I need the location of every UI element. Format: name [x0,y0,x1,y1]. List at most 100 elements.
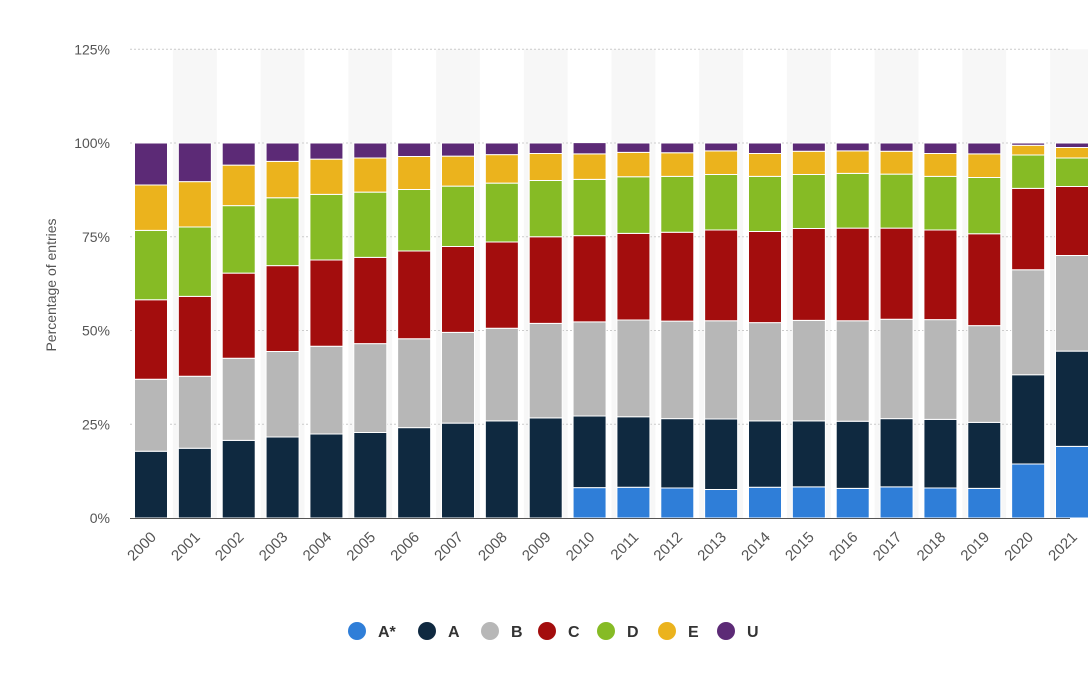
bar-segment-a[interactable] [221,439,256,519]
bar-segment-d[interactable] [309,193,344,261]
bar-segment-u[interactable] [265,142,300,162]
bar-segment-u[interactable] [923,142,958,154]
bar-segment-c[interactable] [572,235,607,323]
bar-segment-u[interactable] [616,142,651,153]
bar-segment-b[interactable] [221,357,256,441]
bar-segment-e[interactable] [616,151,651,178]
bar-segment-d[interactable] [923,175,958,231]
bar-segment-c[interactable] [265,265,300,352]
bar-segment-d[interactable] [748,175,782,232]
bar-segment-c[interactable] [1055,186,1088,256]
bar-segment-c[interactable] [616,232,651,321]
bar-segment-b[interactable] [1055,255,1088,352]
bar-segment-e[interactable] [353,157,388,193]
bar-segment-a[interactable] [353,432,388,519]
bar-segment-b[interactable] [748,322,782,422]
bar-segment-d[interactable] [134,229,168,301]
bar-segment-d[interactable] [660,175,695,233]
bar-segment-e[interactable] [660,152,695,177]
bar-segment-b[interactable] [309,345,344,435]
bar-segment-c[interactable] [134,299,168,380]
bar-segment-u[interactable] [177,142,212,183]
bar-segment-c[interactable] [309,259,344,347]
bar-segment-d[interactable] [484,182,519,243]
bar-segment-astar[interactable] [923,487,958,519]
bar-segment-a[interactable] [879,418,914,488]
bar-segment-u[interactable] [704,142,739,152]
bar-segment-c[interactable] [528,236,563,324]
bar-segment-a[interactable] [616,416,651,488]
bar-segment-astar[interactable] [1011,463,1046,519]
bar-segment-c[interactable] [791,228,826,321]
bar-segment-u[interactable] [441,142,475,157]
bar-segment-b[interactable] [923,319,958,420]
bar-segment-d[interactable] [835,172,870,229]
bar-segment-c[interactable] [923,229,958,321]
bar-segment-u[interactable] [748,142,782,154]
bar-segment-e[interactable] [1011,144,1046,156]
bar-segment-b[interactable] [967,325,1002,423]
bar-segment-e[interactable] [177,181,212,228]
bar-segment-c[interactable] [484,241,519,329]
bar-segment-a[interactable] [309,433,344,519]
bar-segment-c[interactable] [397,250,432,340]
bar-segment-u[interactable] [397,142,432,157]
legend-item-c[interactable]: C [538,622,580,641]
bar-segment-d[interactable] [221,205,256,274]
bar-segment-e[interactable] [791,150,826,175]
bar-segment-a[interactable] [1055,350,1088,447]
bar-segment-e[interactable] [528,153,563,181]
bar-segment-astar[interactable] [879,486,914,519]
bar-segment-d[interactable] [879,173,914,229]
bar-segment-b[interactable] [441,331,475,424]
bar-segment-b[interactable] [616,319,651,418]
bar-segment-a[interactable] [1011,374,1046,465]
bar-segment-astar[interactable] [835,487,870,519]
bar-segment-u[interactable] [484,142,519,156]
bar-segment-c[interactable] [441,246,475,333]
bar-segment-d[interactable] [441,185,475,247]
bar-segment-astar[interactable] [967,487,1002,519]
bar-segment-d[interactable] [397,189,432,252]
legend-item-a[interactable]: A [418,622,460,641]
bar-segment-e[interactable] [923,153,958,177]
bar-segment-e[interactable] [397,156,432,190]
bar-segment-c[interactable] [967,233,1002,327]
bar-segment-b[interactable] [134,378,168,452]
bar-segment-d[interactable] [704,174,739,231]
bar-segment-a[interactable] [791,420,826,488]
bar-segment-c[interactable] [221,272,256,359]
bar-segment-b[interactable] [397,338,432,429]
bar-segment-b[interactable] [572,321,607,417]
bar-segment-u[interactable] [1011,142,1046,146]
bar-segment-d[interactable] [177,226,212,297]
bar-segment-c[interactable] [879,227,914,320]
bar-segment-u[interactable] [528,142,563,154]
bar-segment-d[interactable] [791,174,826,229]
bar-segment-a[interactable] [134,450,168,519]
bar-segment-e[interactable] [879,150,914,175]
bar-segment-b[interactable] [484,327,519,422]
bar-segment-e[interactable] [441,155,475,187]
legend-item-b[interactable]: B [481,622,523,641]
bar-segment-a[interactable] [177,447,212,519]
bar-segment-a[interactable] [265,436,300,519]
bar-segment-u[interactable] [309,142,344,160]
bar-segment-u[interactable] [967,142,1002,155]
bar-segment-u[interactable] [134,142,168,186]
bar-segment-a[interactable] [748,420,782,488]
bar-segment-e[interactable] [572,153,607,180]
bar-segment-u[interactable] [791,142,826,152]
bar-segment-c[interactable] [835,227,870,322]
bar-segment-d[interactable] [265,197,300,267]
bar-segment-e[interactable] [835,150,870,174]
legend-item-e[interactable]: E [658,622,699,641]
bar-segment-a[interactable] [528,417,563,519]
bar-segment-b[interactable] [353,343,388,433]
bar-segment-astar[interactable] [791,486,826,519]
bar-segment-a[interactable] [835,420,870,489]
bar-segment-astar[interactable] [704,489,739,519]
bar-segment-b[interactable] [791,319,826,422]
bar-segment-astar[interactable] [748,486,782,519]
legend[interactable]: A* A B C D E U [348,622,759,641]
